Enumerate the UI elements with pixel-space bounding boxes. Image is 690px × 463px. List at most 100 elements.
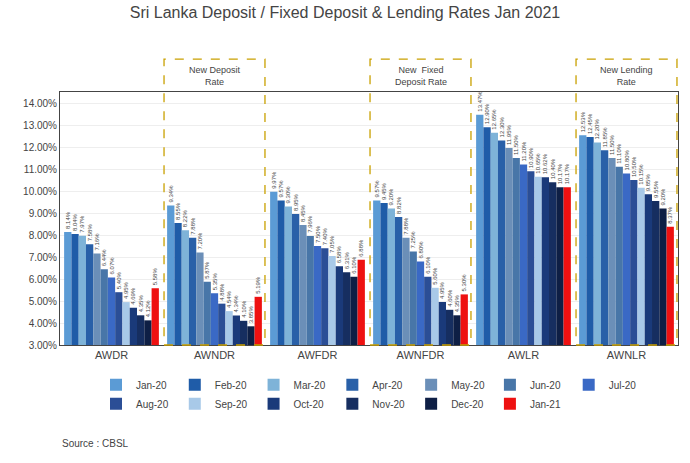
svg-text:7.58%: 7.58% <box>87 224 93 242</box>
svg-text:10.50%: 10.50% <box>631 156 637 177</box>
svg-text:9.97%: 9.97% <box>271 171 277 189</box>
svg-text:9.55%: 9.55% <box>653 180 659 198</box>
svg-text:8.37%: 8.37% <box>667 206 673 224</box>
svg-text:4.95%: 4.95% <box>439 281 445 299</box>
svg-text:8.00%: 8.00% <box>29 230 57 241</box>
svg-text:7.05%: 7.05% <box>329 235 335 253</box>
svg-text:Sri Lanka Deposit / Fixed Depo: Sri Lanka Deposit / Fixed Deposit & Lend… <box>130 4 561 21</box>
svg-text:5.19%: 5.19% <box>255 276 261 294</box>
svg-text:12.90%: 12.90% <box>484 103 490 124</box>
svg-text:10.40%: 10.40% <box>550 158 556 179</box>
svg-text:8.45%: 8.45% <box>300 204 306 222</box>
svg-text:8.22%: 8.22% <box>182 209 188 227</box>
svg-text:4.34%: 4.34% <box>233 295 239 313</box>
svg-text:Nov-20: Nov-20 <box>372 399 405 410</box>
svg-text:5.40%: 5.40% <box>116 272 122 290</box>
svg-text:6.10%: 6.10% <box>351 256 357 274</box>
svg-text:7.88%: 7.88% <box>190 217 196 235</box>
svg-text:4.12%: 4.12% <box>145 300 151 318</box>
svg-text:Jan-20: Jan-20 <box>136 380 167 391</box>
svg-text:13.00%: 13.00% <box>23 120 57 131</box>
svg-text:9.57%: 9.57% <box>278 180 284 198</box>
svg-text:6.31%: 6.31% <box>344 252 350 270</box>
svg-text:6.58%: 6.58% <box>336 246 342 264</box>
svg-text:10.15%: 10.15% <box>638 164 644 185</box>
svg-text:New LendingRate: New LendingRate <box>600 65 653 87</box>
svg-text:8.95%: 8.95% <box>293 193 299 211</box>
svg-text:6.44%: 6.44% <box>101 249 107 267</box>
svg-text:5.58%: 5.58% <box>152 268 158 286</box>
svg-text:Apr-20: Apr-20 <box>372 380 402 391</box>
svg-text:7.50%: 7.50% <box>315 225 321 243</box>
svg-text:4.35%: 4.35% <box>454 295 460 313</box>
svg-text:5.00%: 5.00% <box>29 296 57 307</box>
svg-text:Aug-20: Aug-20 <box>136 399 169 410</box>
svg-text:Feb-20: Feb-20 <box>215 380 247 391</box>
svg-text:10.90%: 10.90% <box>528 147 534 168</box>
svg-text:3.85%: 3.85% <box>248 306 254 324</box>
svg-text:12.65%: 12.65% <box>491 109 497 130</box>
svg-text:Jan-21: Jan-21 <box>530 399 561 410</box>
svg-text:7.96%: 7.96% <box>307 215 313 233</box>
svg-text:6.00%: 6.00% <box>29 274 57 285</box>
svg-text:7.88%: 7.88% <box>403 217 409 235</box>
svg-text:5.60%: 5.60% <box>432 267 438 285</box>
svg-text:4.10%: 4.10% <box>241 300 247 318</box>
svg-text:10.17%: 10.17% <box>564 163 570 184</box>
svg-text:5.87%: 5.87% <box>204 261 210 279</box>
svg-text:9.57%: 9.57% <box>374 180 380 198</box>
svg-text:Dec-20: Dec-20 <box>451 399 484 410</box>
svg-text:9.45%: 9.45% <box>381 182 387 200</box>
svg-text:9.20%: 9.20% <box>388 188 394 206</box>
svg-text:10.65%: 10.65% <box>535 153 541 174</box>
svg-text:AWNFDR: AWNFDR <box>397 349 445 361</box>
svg-text:13.47%: 13.47% <box>477 91 483 112</box>
svg-text:7.00%: 7.00% <box>29 252 57 263</box>
svg-text:9.20%: 9.20% <box>660 188 666 206</box>
svg-text:7.40%: 7.40% <box>322 228 328 246</box>
svg-text:7.97%: 7.97% <box>79 215 85 233</box>
svg-text:AWNLR: AWNLR <box>607 349 646 361</box>
svg-text:Sep-20: Sep-20 <box>215 399 248 410</box>
svg-text:5.30%: 5.30% <box>461 274 467 292</box>
svg-text:7.20%: 7.20% <box>197 232 203 250</box>
svg-text:8.55%: 8.55% <box>175 202 181 220</box>
svg-text:8.82%: 8.82% <box>396 196 402 214</box>
svg-text:6.10%: 6.10% <box>425 256 431 274</box>
svg-text:11.95%: 11.95% <box>506 125 512 146</box>
svg-text:5.35%: 5.35% <box>212 273 218 291</box>
svg-text:9.00%: 9.00% <box>29 208 57 219</box>
svg-text:11.50%: 11.50% <box>513 134 519 155</box>
svg-text:4.00%: 4.00% <box>29 318 57 329</box>
svg-text:4.69%: 4.69% <box>130 287 136 305</box>
svg-text:6.88%: 6.88% <box>358 239 364 257</box>
svg-text:12.45%: 12.45% <box>587 113 593 134</box>
svg-text:11.00%: 11.00% <box>24 164 57 175</box>
svg-text:10.80%: 10.80% <box>624 149 630 170</box>
svg-text:4.60%: 4.60% <box>447 289 453 307</box>
svg-text:6.80%: 6.80% <box>418 241 424 259</box>
svg-text:8.04%: 8.04% <box>72 213 78 231</box>
svg-text:9.30%: 9.30% <box>285 186 291 204</box>
svg-text:4.35%: 4.35% <box>138 295 144 313</box>
svg-text:May-20: May-20 <box>451 380 485 391</box>
svg-text:AWNDR: AWNDR <box>194 349 235 361</box>
svg-text:AWFDR: AWFDR <box>298 349 338 361</box>
svg-text:12.53%: 12.53% <box>580 111 586 132</box>
svg-text:AWLR: AWLR <box>508 349 539 361</box>
svg-text:11.50%: 11.50% <box>609 134 615 155</box>
svg-text:11.85%: 11.85% <box>602 127 608 148</box>
svg-text:14.00%: 14.00% <box>23 98 57 109</box>
svg-text:10.17%: 10.17% <box>557 163 563 184</box>
svg-text:New FixedDeposit Rate: New FixedDeposit Rate <box>395 65 447 87</box>
svg-text:4.95%: 4.95% <box>123 281 129 299</box>
svg-text:9.34%: 9.34% <box>168 185 174 203</box>
svg-text:6.07%: 6.07% <box>109 257 115 275</box>
svg-text:11.20%: 11.20% <box>521 141 527 162</box>
svg-text:7.16%: 7.16% <box>94 233 100 251</box>
svg-text:11.10%: 11.10% <box>616 143 622 164</box>
svg-text:8.14%: 8.14% <box>65 211 71 229</box>
svg-text:AWDR: AWDR <box>95 349 128 361</box>
svg-text:12.30%: 12.30% <box>499 116 505 137</box>
svg-text:12.00%: 12.00% <box>23 142 57 153</box>
